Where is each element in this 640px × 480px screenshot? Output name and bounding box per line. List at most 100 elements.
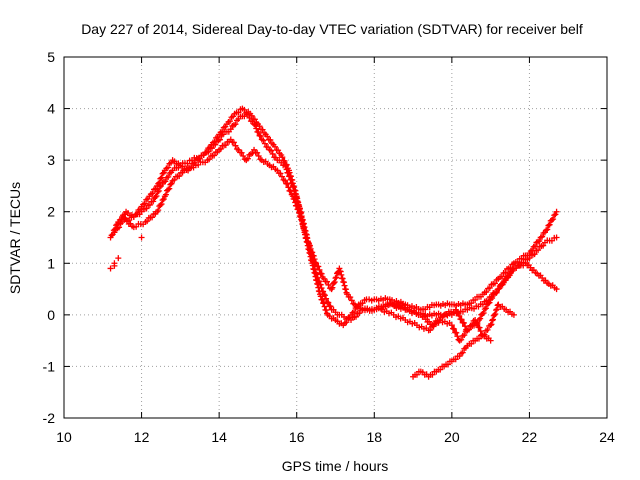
y-tick-label: 2 — [47, 204, 55, 220]
data-point-interp — [485, 300, 492, 307]
data-point-interp — [348, 297, 355, 304]
data-point-interp — [296, 209, 303, 216]
data-point-interp — [331, 279, 338, 286]
data-point-interp — [285, 184, 292, 191]
data-point-interp — [454, 333, 461, 340]
data-point-interp — [291, 196, 298, 203]
data-point-interp — [143, 205, 150, 212]
data-point-interp — [217, 145, 224, 152]
data-point-interp — [165, 173, 172, 180]
chart-title: Day 227 of 2014, Sidereal Day-to-day VTE… — [81, 21, 583, 37]
y-tick-label: -2 — [43, 410, 56, 426]
data-point — [111, 229, 118, 236]
data-point-interp — [347, 294, 354, 301]
data-point-interp — [323, 278, 330, 285]
data-point-interp — [232, 121, 239, 128]
data-point — [472, 317, 479, 324]
data-point-interp — [152, 193, 159, 200]
y-axis-label: SDTVAR / TECUs — [7, 182, 23, 294]
data-point-interp — [323, 295, 330, 302]
data-point — [320, 291, 327, 298]
data-point-interp — [307, 245, 314, 252]
data-point-interp — [284, 180, 291, 187]
data-point-interp — [468, 300, 475, 307]
data-point — [138, 234, 145, 241]
x-tick-label: 18 — [366, 429, 382, 445]
data-point-interp — [271, 143, 278, 150]
data-point-interp — [256, 123, 263, 130]
data-point-interp — [254, 149, 261, 156]
data-point-interp — [311, 256, 318, 263]
data-point-interp — [479, 310, 486, 317]
x-tick-label: 16 — [289, 429, 305, 445]
data-point-interp — [465, 326, 472, 333]
y-tick-label: 3 — [47, 152, 55, 168]
data-point-interp — [162, 191, 169, 198]
data-point-interp — [227, 118, 234, 125]
data-point-interp — [108, 232, 115, 239]
data-point-interp — [329, 284, 336, 291]
data-point-interp — [437, 366, 444, 373]
data-point-interp — [165, 186, 172, 193]
data-point-interp — [458, 316, 465, 323]
y-tick-label: 1 — [47, 255, 55, 271]
data-point — [510, 311, 517, 318]
x-tick-label: 22 — [522, 429, 538, 445]
data-point-interp — [158, 201, 165, 208]
data-point — [282, 162, 289, 169]
data-point-interp — [287, 176, 294, 183]
data-point-interp — [552, 211, 559, 218]
data-point — [313, 260, 320, 267]
data-point-interp — [551, 212, 558, 219]
data-point-interp — [320, 300, 327, 307]
data-point-interp — [486, 284, 493, 291]
data-point-interp — [500, 279, 507, 286]
data-point-interp — [253, 125, 260, 132]
data-point-interp — [480, 309, 487, 316]
data-point-interp — [325, 281, 332, 288]
data-point-interp — [154, 188, 161, 195]
data-point-interp — [462, 323, 469, 330]
data-point — [157, 182, 164, 189]
data-point-interp — [285, 169, 292, 176]
data-point-interp — [289, 180, 296, 187]
data-point-interp — [252, 122, 259, 129]
data-point-interp — [309, 249, 316, 256]
data-point — [553, 286, 560, 293]
data-point-interp — [116, 224, 123, 231]
data-point-interp — [550, 216, 557, 223]
data-point-interp — [459, 349, 466, 356]
data-point-interp — [477, 315, 484, 322]
data-marks — [107, 105, 560, 380]
data-point-interp — [481, 331, 488, 338]
data-point — [282, 177, 289, 184]
data-point-interp — [536, 238, 543, 245]
data-point-interp — [216, 136, 223, 143]
data-point-interp — [317, 281, 324, 288]
data-point-interp — [235, 109, 242, 116]
data-point-interp — [240, 153, 247, 160]
x-tick-label: 24 — [599, 429, 615, 445]
x-tick-label: 12 — [134, 429, 150, 445]
data-point-interp — [321, 303, 328, 310]
data-point-interp — [430, 323, 437, 330]
data-point — [448, 322, 455, 329]
data-point-interp — [293, 202, 300, 209]
data-point-interp — [493, 289, 500, 296]
data-point-interp — [144, 218, 151, 225]
data-point-interp — [232, 142, 239, 149]
data-point-interp — [489, 295, 496, 302]
data-point-interp — [316, 266, 323, 273]
data-point-interp — [317, 293, 324, 300]
y-tick-label: 5 — [47, 49, 55, 65]
data-point-interp — [539, 233, 546, 240]
data-point-interp — [287, 188, 294, 195]
data-point-interp — [261, 140, 268, 147]
data-point-interp — [323, 307, 330, 314]
data-point-interp — [141, 200, 148, 207]
data-point-interp — [533, 239, 540, 246]
data-point-interp — [320, 288, 327, 295]
data-point-interp — [356, 310, 363, 317]
